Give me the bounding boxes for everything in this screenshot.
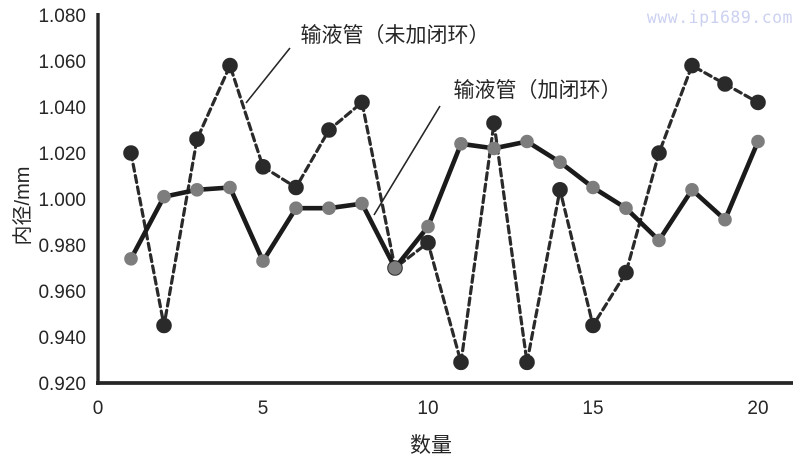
x-tick-label: 5: [258, 398, 269, 419]
annotation-leader-line-1: [245, 47, 291, 104]
y-tick-label: 1.040: [38, 98, 86, 119]
series-2-marker: [322, 201, 336, 215]
series-1-marker: [618, 264, 634, 281]
series-1-marker: [420, 234, 436, 251]
y-tick-label: 1.000: [38, 190, 86, 211]
series-2-marker: [619, 201, 633, 215]
series-2-marker: [487, 141, 501, 156]
y-tick-label: 1.060: [38, 52, 86, 73]
series-1-marker: [123, 145, 139, 161]
series-1-line: [129, 63, 760, 364]
series-1-marker: [684, 57, 700, 74]
series-2-marker: [520, 134, 534, 149]
series-2-marker: [718, 212, 732, 227]
x-tick-label: 15: [582, 398, 603, 419]
series-1-marker: [354, 94, 370, 111]
series-1-marker: [717, 76, 733, 92]
series-2-marker: [388, 261, 402, 275]
series-1-marker: [453, 354, 469, 371]
series-1-marker: [156, 317, 172, 334]
series-1-marker: [321, 122, 337, 138]
series-1-marker: [651, 145, 667, 161]
y-tick-label: 0.920: [38, 374, 86, 395]
series-1-marker: [750, 94, 766, 111]
series-1-marker: [255, 159, 271, 175]
x-tick-label: 0: [93, 398, 104, 419]
series-1-marker: [585, 317, 601, 334]
series-2-marker: [124, 251, 138, 266]
y-tick-label: 0.940: [38, 328, 86, 349]
series-1-marker: [189, 131, 205, 147]
series-2-marker: [223, 180, 237, 195]
y-tick-label: 0.980: [38, 236, 86, 257]
series-2-marker: [256, 254, 270, 268]
x-tick-label: 10: [417, 398, 438, 419]
series-2-marker: [454, 137, 468, 151]
series-2-marker: [652, 233, 666, 248]
series-2-marker: [190, 183, 204, 197]
series1-annotation-label: 输液管（未加闭环）: [300, 24, 490, 47]
series2-annotation-label: 输液管（加闭环）: [453, 79, 622, 102]
watermark-text: www.ip1689.com: [646, 8, 793, 27]
y-tick-label: 1.020: [38, 144, 86, 165]
x-tick-label: 20: [747, 398, 768, 419]
series-1-marker: [486, 115, 502, 131]
y-tick-label: 0.960: [38, 282, 86, 303]
series-2-marker: [586, 180, 600, 195]
series-1-marker: [519, 354, 535, 371]
annotation-leader-line-2: [373, 105, 441, 216]
series-2-marker: [157, 189, 171, 204]
series-1-marker: [222, 57, 238, 74]
series-1-marker: [552, 182, 568, 198]
series-2-line: [128, 139, 761, 271]
series-2-marker: [553, 155, 567, 169]
series-2-marker: [751, 134, 765, 149]
series-2-marker: [685, 183, 699, 197]
y-axis-title: 内径/mm: [12, 166, 34, 246]
x-axis-title: 数量: [410, 434, 452, 457]
y-tick-label: 1.080: [38, 6, 86, 27]
series-2-marker: [289, 201, 303, 215]
series-1-marker: [288, 179, 304, 196]
series-2-marker: [355, 196, 369, 211]
series-2-marker: [421, 219, 435, 234]
